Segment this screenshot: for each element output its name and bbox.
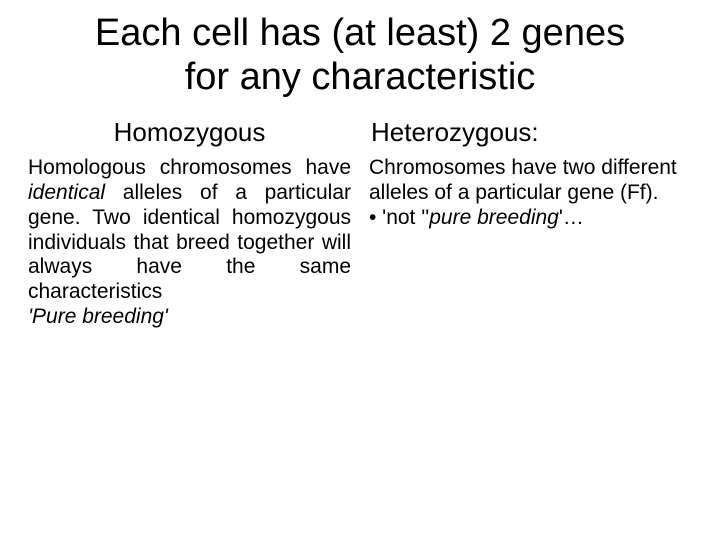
title-line-2: for any characteristic <box>185 56 536 98</box>
left-paragraph-2: 'Pure breeding' <box>28 305 351 330</box>
slide-title: Each cell has (at least) 2 genes for any… <box>28 12 692 99</box>
right-paragraph-1: Chromosomes have two different alleles o… <box>369 156 692 206</box>
right-p2-part-c: '… <box>559 206 584 229</box>
left-column: Homozygous Homologous chromosomes have i… <box>28 117 351 329</box>
left-p1-italic: identical <box>28 181 105 204</box>
left-heading: Homozygous <box>28 117 351 148</box>
right-p2-part-a: • 'not '' <box>369 206 429 229</box>
right-p2-italic: pure breeding <box>429 206 559 229</box>
left-paragraph-1: Homologous chromosomes have identical al… <box>28 156 351 305</box>
two-column-layout: Homozygous Homologous chromosomes have i… <box>28 117 692 329</box>
right-heading: Heterozygous: <box>369 117 692 148</box>
right-column: Heterozygous: Chromosomes have two diffe… <box>369 117 692 329</box>
right-paragraph-2: • 'not ''pure breeding'… <box>369 206 692 231</box>
title-line-1: Each cell has (at least) 2 genes <box>95 12 625 54</box>
left-p1-part-a: Homologous chromosomes have <box>28 156 351 179</box>
